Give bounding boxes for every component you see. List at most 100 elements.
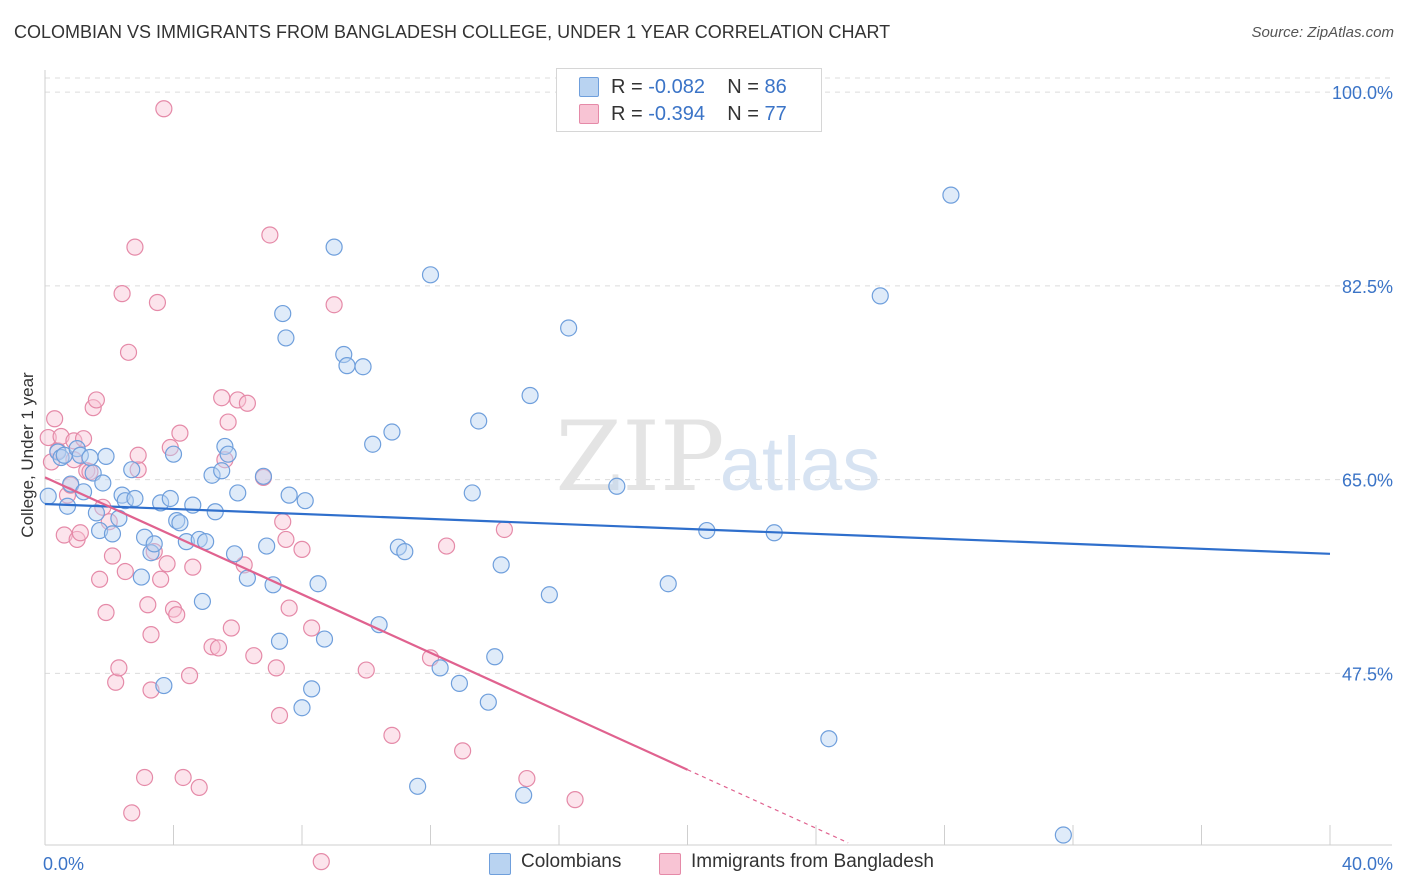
tick-label-layer: 47.5% 65.0% 82.5% 100.0% 0.0% 40.0% — [43, 83, 1393, 874]
bangladesh-trend-extension — [687, 769, 849, 844]
bangladesh-point — [139, 596, 157, 614]
bangladesh-point — [155, 100, 173, 118]
bangladesh-trend-line — [44, 476, 688, 771]
n-label: N = — [727, 76, 759, 98]
watermark-atlas: atlas — [720, 422, 881, 507]
n-value: 77 — [764, 103, 787, 125]
bangladesh-point — [270, 706, 289, 725]
stats-box: R = -0.082 N = 86 R = -0.394 N = 77 — [556, 68, 822, 132]
x-tick-label: 40.0% — [1342, 854, 1393, 874]
n-value: 86 — [764, 76, 787, 98]
colombians-point — [354, 358, 372, 376]
colombians-point — [293, 699, 311, 717]
colombians-point — [225, 545, 244, 563]
bangladesh-point — [518, 769, 536, 788]
colombians-point — [164, 445, 183, 463]
bangladesh-point — [312, 853, 330, 871]
colombians-point — [338, 357, 356, 375]
bangladesh-point — [110, 659, 128, 677]
colombians-point — [132, 568, 150, 586]
colombians-point — [81, 448, 99, 467]
colombians-point — [135, 528, 154, 546]
bangladesh-point — [229, 391, 247, 409]
colombians-point — [871, 287, 889, 305]
bangladesh-point — [142, 626, 160, 644]
colombians-point — [364, 435, 382, 453]
colombians-point — [421, 266, 440, 284]
colombians-point — [254, 467, 273, 485]
colombians-point — [155, 676, 173, 695]
colombians-point — [409, 777, 427, 795]
bangladesh-point — [39, 428, 57, 447]
colombians-point — [103, 525, 122, 543]
bangladesh-point — [142, 681, 160, 699]
colombians-point — [193, 592, 212, 611]
bangladesh-point — [238, 394, 256, 412]
colombians-point — [303, 680, 321, 698]
blue-swatch — [489, 853, 511, 875]
bangladesh-point — [87, 391, 106, 409]
colombians-point — [309, 575, 327, 593]
y-tick-label: 47.5% — [1342, 664, 1393, 684]
colombians-point — [383, 423, 401, 441]
colombians-point — [171, 514, 189, 532]
colombians-point — [113, 486, 131, 504]
bangladesh-point — [148, 293, 167, 312]
colombians-point — [431, 659, 449, 677]
bangladesh-point — [495, 520, 513, 539]
r-value: -0.394 — [648, 103, 705, 125]
r-value: -0.082 — [648, 76, 705, 98]
bangladesh-point — [74, 430, 93, 448]
y-tick-label: 100.0% — [1332, 83, 1393, 103]
colombians-point — [270, 632, 289, 650]
colombians-point — [1054, 826, 1072, 844]
bangladesh-point — [180, 667, 199, 685]
immigrants-points-layer — [39, 100, 584, 871]
colombians-point — [608, 477, 626, 495]
colombians-point — [229, 484, 247, 502]
colombians-point — [325, 238, 343, 256]
colombians-point — [126, 489, 144, 508]
colombians-point — [87, 504, 106, 522]
bangladesh-point — [119, 343, 138, 361]
bangladesh-point — [135, 768, 154, 787]
bangladesh-point — [267, 659, 285, 677]
bangladesh-point — [129, 446, 147, 464]
bangladesh-point — [164, 600, 183, 618]
bangladesh-point — [274, 513, 292, 531]
colombians-point — [942, 186, 960, 204]
y-tick-label: 65.0% — [1342, 471, 1393, 491]
r-label: R = — [611, 76, 643, 98]
bangladesh-point — [107, 673, 125, 691]
bangladesh-point — [46, 410, 64, 428]
colombians-point — [97, 447, 115, 465]
bangladesh-point — [103, 547, 122, 565]
bangladesh-point — [383, 726, 401, 744]
bangladesh-point — [219, 413, 237, 431]
bangladesh-point — [437, 537, 456, 555]
bangladesh-point — [277, 530, 295, 549]
bangladesh-point — [216, 451, 234, 469]
bangladesh-point — [184, 558, 202, 576]
legend-label: Immigrants from Bangladesh — [691, 851, 934, 872]
colombians-point — [335, 345, 353, 364]
colombians-point — [213, 462, 231, 480]
bangladesh-point — [168, 606, 186, 624]
colombians-point — [492, 556, 510, 574]
colombians-points-layer — [39, 186, 1072, 844]
n-label: N = — [727, 103, 759, 125]
colombians-point — [540, 586, 558, 604]
colombians-point — [486, 648, 504, 666]
colombians-point — [515, 786, 533, 804]
r-label: R = — [611, 103, 643, 125]
colombians-point — [450, 674, 469, 692]
colombians-point — [521, 386, 539, 405]
colombians-point — [161, 489, 179, 508]
colombians-trend-line — [44, 502, 1331, 555]
colombians-point — [152, 494, 170, 512]
colombians-point — [58, 497, 77, 515]
bangladesh-point — [566, 791, 584, 809]
colombians-point — [296, 492, 314, 510]
